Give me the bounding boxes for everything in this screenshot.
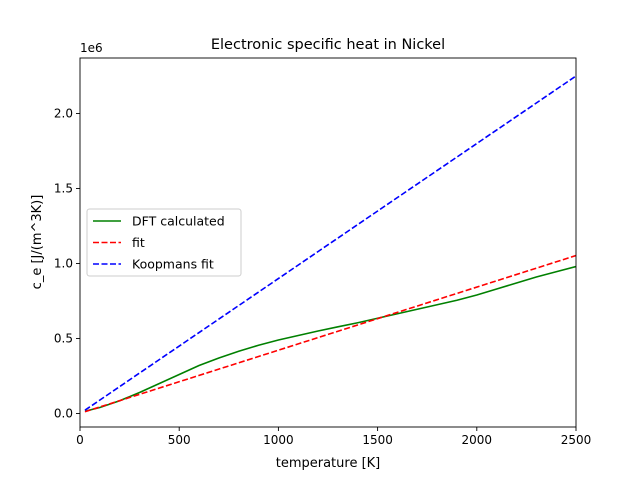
y-tick-label: 0.5 (54, 332, 73, 346)
series-line-3 (84, 75, 576, 411)
legend-label-2: fit (132, 235, 145, 250)
y-axis-offset-text: 1e6 (80, 41, 103, 55)
y-tick-label: 1.5 (54, 182, 73, 196)
x-tick-label: 500 (168, 433, 191, 447)
y-tick-label: 2.0 (54, 107, 73, 121)
x-tick-label: 0 (76, 433, 84, 447)
y-tick-label: 0.0 (54, 407, 73, 421)
x-tick-label: 2000 (462, 433, 493, 447)
legend-label-1: DFT calculated (132, 214, 225, 229)
x-tick-label: 1500 (362, 433, 393, 447)
x-tick-label: 1000 (263, 433, 294, 447)
x-tick-label: 2500 (561, 433, 592, 447)
legend: DFT calculated fit Koopmans fit (86, 208, 242, 277)
series-line-1 (84, 265, 576, 413)
chart-title: Electronic specific heat in Nickel (211, 37, 445, 53)
plot-area: 0 500 1000 1500 2000 2500 0.0 0.5 1.0 1.5 2.0 (54, 57, 592, 447)
y-axis-label: c_e [J/(m^3K)] (30, 195, 45, 290)
legend-label-3: Koopmans fit (132, 257, 214, 272)
series-line-2 (84, 254, 576, 413)
x-axis-label: temperature [K] (276, 456, 381, 471)
legend-box (86, 208, 242, 277)
y-tick-label: 1.0 (54, 257, 73, 271)
axes-frame (79, 57, 577, 428)
